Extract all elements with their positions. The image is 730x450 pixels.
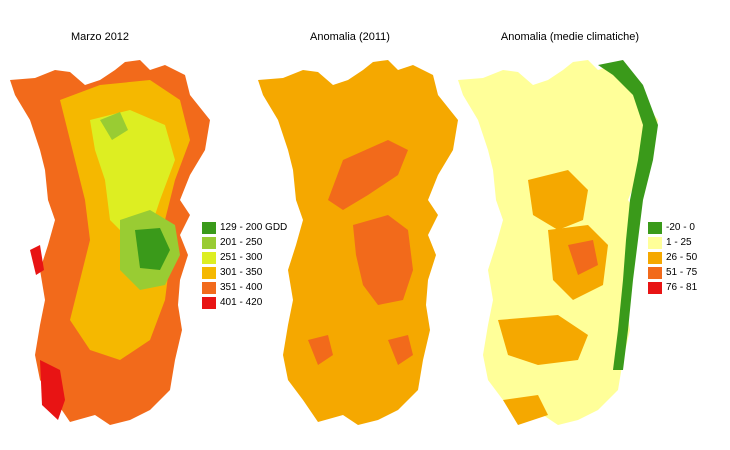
legend-item: 201 - 250 <box>202 235 287 250</box>
legend-item: 76 - 81 <box>648 280 697 295</box>
legend-gdd: 129 - 200 GDD 201 - 250 251 - 300 301 - … <box>202 220 287 310</box>
map-march-2012 <box>10 60 210 425</box>
legend-item: 301 - 350 <box>202 265 287 280</box>
legend-swatch <box>648 266 662 279</box>
legend-label: 301 - 350 <box>220 267 263 278</box>
legend-item: 1 - 25 <box>648 235 697 250</box>
legend-item: 401 - 420 <box>202 295 287 310</box>
legend-anomaly: -20 - 0 1 - 25 26 - 50 51 - 75 76 - 81 <box>648 220 697 295</box>
legend-label: 129 - 200 GDD <box>220 222 288 233</box>
map-title-anomaly-2011: Anomalia (2011) <box>310 31 390 43</box>
map-title-anomaly-climate: Anomalia (medie climatiche) <box>500 31 640 43</box>
legend-label: 351 - 400 <box>220 282 263 293</box>
legend-label: 76 - 81 <box>666 282 698 293</box>
legend-swatch <box>648 251 662 264</box>
legend-swatch <box>202 281 216 294</box>
legend-item: 26 - 50 <box>648 250 697 265</box>
legend-label: -20 - 0 <box>666 222 695 233</box>
legend-swatch <box>648 281 662 294</box>
legend-label: 201 - 250 <box>220 237 263 248</box>
legend-item: 129 - 200 GDD <box>202 220 287 235</box>
map-title-march-2012: Marzo 2012 <box>70 31 130 43</box>
legend-swatch <box>202 296 216 309</box>
legend-item: -20 - 0 <box>648 220 697 235</box>
legend-swatch <box>648 221 662 234</box>
legend-swatch <box>202 236 216 249</box>
map-anomaly-2011 <box>258 60 458 425</box>
legend-swatch <box>202 266 216 279</box>
legend-swatch <box>202 221 216 234</box>
legend-item: 251 - 300 <box>202 250 287 265</box>
legend-label: 251 - 300 <box>220 252 263 263</box>
legend-swatch <box>648 236 662 249</box>
legend-item: 351 - 400 <box>202 280 287 295</box>
legend-label: 401 - 420 <box>220 297 263 308</box>
legend-swatch <box>202 251 216 264</box>
legend-label: 26 - 50 <box>666 252 698 263</box>
legend-item: 51 - 75 <box>648 265 697 280</box>
legend-label: 1 - 25 <box>666 237 692 248</box>
map-anomaly-climate <box>458 60 658 425</box>
legend-label: 51 - 75 <box>666 267 698 278</box>
